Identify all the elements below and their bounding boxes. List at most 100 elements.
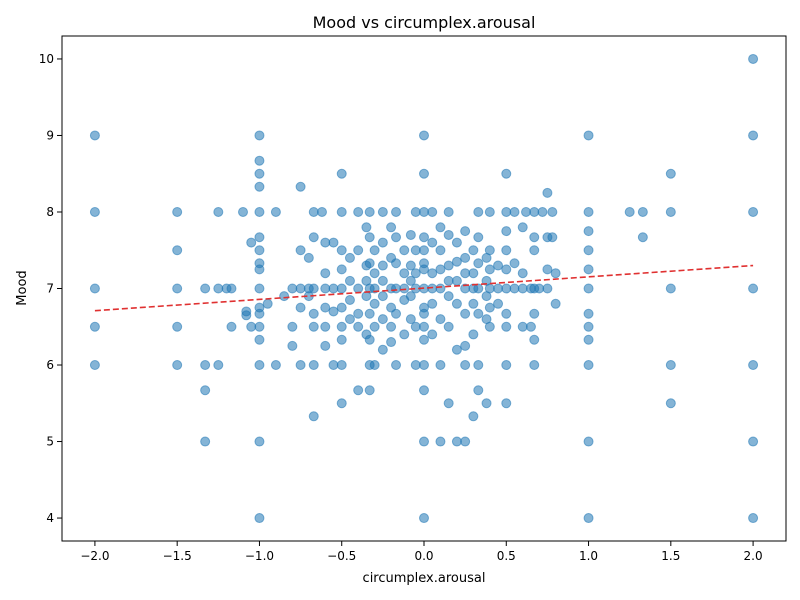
scatter-point bbox=[427, 206, 438, 217]
scatter-point bbox=[419, 130, 429, 141]
scatter-point bbox=[336, 302, 347, 313]
scatter-point bbox=[353, 206, 364, 217]
scatter-point bbox=[501, 226, 512, 237]
scatter-point bbox=[435, 245, 446, 256]
scatter-point bbox=[517, 222, 528, 233]
scatter-point bbox=[308, 411, 319, 422]
scatter-point bbox=[377, 291, 388, 302]
scatter-point bbox=[419, 308, 429, 319]
scatter-point bbox=[391, 360, 402, 371]
scatter-point bbox=[583, 321, 594, 332]
scatter-point bbox=[427, 329, 438, 340]
scatter-point bbox=[665, 206, 676, 217]
scatter-point bbox=[501, 360, 512, 371]
scatter-point bbox=[89, 206, 100, 217]
scatter-point bbox=[537, 206, 548, 217]
x-tick-label: −2.0 bbox=[80, 549, 109, 563]
scatter-point bbox=[386, 321, 397, 332]
scatter-point bbox=[405, 275, 416, 286]
scatter-point bbox=[391, 308, 402, 319]
scatter-point bbox=[468, 411, 479, 422]
scatter-point bbox=[320, 268, 331, 279]
scatter-point bbox=[254, 168, 265, 179]
scatter-point bbox=[468, 329, 479, 340]
scatter-point bbox=[451, 275, 462, 286]
scatter-point bbox=[262, 298, 273, 309]
scatter-point bbox=[665, 360, 676, 371]
scatter-point bbox=[254, 283, 265, 294]
scatter-point bbox=[399, 245, 410, 256]
scatter-point bbox=[336, 321, 347, 332]
scatter-point bbox=[460, 436, 471, 447]
scatter-point bbox=[583, 436, 594, 447]
scatter-point bbox=[419, 436, 429, 447]
x-tick-label: 0.0 bbox=[414, 549, 433, 563]
scatter-point bbox=[172, 321, 183, 332]
scatter-point bbox=[484, 283, 495, 294]
scatter-point bbox=[369, 245, 380, 256]
y-tick-label: 8 bbox=[46, 205, 54, 219]
scatter-point bbox=[501, 321, 512, 332]
scatter-point bbox=[542, 187, 553, 198]
scatter-point bbox=[254, 245, 265, 256]
scatter-point bbox=[410, 268, 421, 279]
scatter-point bbox=[316, 206, 327, 217]
scatter-point bbox=[172, 360, 183, 371]
y-tick-label: 4 bbox=[46, 511, 54, 525]
scatter-point bbox=[308, 321, 319, 332]
scatter-point bbox=[473, 308, 484, 319]
scatter-point bbox=[353, 385, 364, 396]
scatter-point bbox=[364, 385, 375, 396]
scatter-point bbox=[377, 275, 388, 286]
scatter-point bbox=[583, 245, 594, 256]
scatter-point bbox=[583, 334, 594, 345]
scatter-point bbox=[89, 321, 100, 332]
scatter-point bbox=[493, 260, 504, 271]
scatter-point bbox=[542, 283, 553, 294]
scatter-point bbox=[443, 321, 454, 332]
scatter-point bbox=[213, 360, 224, 371]
scatter-point bbox=[89, 360, 100, 371]
scatter-point bbox=[484, 302, 495, 313]
scatter-point bbox=[369, 298, 380, 309]
scatter-point bbox=[226, 321, 237, 332]
scatter-point bbox=[405, 314, 416, 325]
scatter-point bbox=[336, 360, 347, 371]
scatter-point bbox=[443, 398, 454, 409]
scatter-point bbox=[427, 237, 438, 248]
scatter-point bbox=[386, 337, 397, 348]
scatter-point bbox=[460, 268, 471, 279]
scatter-point bbox=[361, 222, 372, 233]
scatter-point bbox=[377, 260, 388, 271]
scatter-point bbox=[336, 168, 347, 179]
scatter-point bbox=[473, 232, 484, 243]
scatter-point bbox=[547, 206, 558, 217]
scatter-point bbox=[748, 513, 759, 524]
y-tick-label: 6 bbox=[46, 358, 54, 372]
scatter-point bbox=[364, 206, 375, 217]
scatter-point bbox=[377, 344, 388, 355]
scatter-point bbox=[473, 206, 484, 217]
scatter-point bbox=[405, 229, 416, 240]
x-axis-label: circumplex.arousal bbox=[363, 571, 486, 586]
scatter-point bbox=[509, 283, 520, 294]
scatter-point bbox=[460, 308, 471, 319]
scatter-point bbox=[172, 283, 183, 294]
scatter-point bbox=[501, 264, 512, 275]
scatter-point bbox=[410, 245, 421, 256]
scatter-point bbox=[443, 291, 454, 302]
scatter-point bbox=[336, 245, 347, 256]
scatter-point bbox=[473, 258, 484, 269]
scatter-point bbox=[399, 329, 410, 340]
scatter-point bbox=[344, 314, 355, 325]
scatter-point bbox=[336, 206, 347, 217]
scatter-point bbox=[295, 181, 306, 192]
scatter-point bbox=[529, 206, 540, 217]
scatter-point bbox=[419, 513, 429, 524]
chart-title: Mood vs circumplex.arousal bbox=[313, 13, 536, 32]
scatter-point bbox=[308, 360, 319, 371]
x-axis: −2.0 −1.5 −1.0 −0.5 0.0 0.5 1.0 1.5 2.0 bbox=[80, 541, 763, 563]
trend-line bbox=[94, 264, 754, 312]
scatter-point bbox=[287, 283, 298, 294]
scatter-point bbox=[320, 237, 331, 248]
